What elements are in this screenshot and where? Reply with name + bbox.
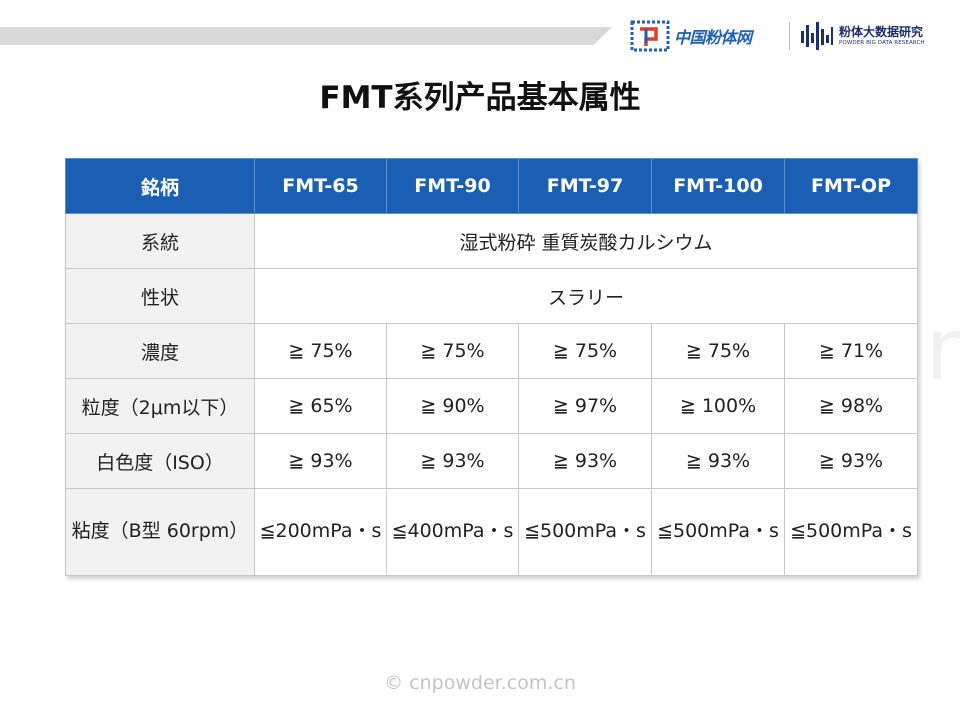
particle-size-cell: ≧ 90% [386,378,519,434]
product-spec-table: 銘柄 FMT-65 FMT-90 FMT-97 FMT-100 FMT-OP 系… [65,158,918,576]
header-cell-fmt-100: FMT-100 [651,158,785,214]
viscosity-cell: ≦500mPa・s [651,488,785,576]
row-label-whiteness: 白色度（ISO） [65,433,255,489]
table-row: 濃度 ≧ 75% ≧ 75% ≧ 75% ≧ 75% ≧ 71% [65,323,918,379]
particle-size-cell: ≧ 97% [518,378,652,434]
viscosity-cell: ≦200mPa・s [254,488,387,576]
powder-big-data-logo: 粉体大数据研究 POWDER BIG DATA RESEARCH [800,17,925,55]
row-label-form: 性状 [65,268,255,324]
row-label-concentration: 濃度 [65,323,255,379]
viscosity-cell: ≦400mPa・s [386,488,519,576]
cnpowder-logo-text: 中国粉体网 [674,28,752,47]
table-row: 性状 スラリー [65,268,918,324]
concentration-cell: ≧ 75% [651,323,785,379]
particle-size-cell: ≧ 100% [651,378,785,434]
cnpowder-logo-icon [630,20,670,52]
table-row: 粒度（2μm以下） ≧ 65% ≧ 90% ≧ 97% ≧ 100% ≧ 98% [65,378,918,434]
concentration-cell: ≧ 75% [386,323,519,379]
cnpowder-logo: 中国粉体网 [630,17,752,55]
form-value: スラリー [254,268,918,324]
particle-size-cell: ≧ 65% [254,378,387,434]
row-label-viscosity: 粘度（B型 60rpm） [65,488,255,576]
header-cell-fmt-90: FMT-90 [386,158,519,214]
concentration-cell: ≧ 75% [254,323,387,379]
row-label-particle-size: 粒度（2μm以下） [65,378,255,434]
viscosity-cell: ≦500mPa・s [518,488,652,576]
whiteness-cell: ≧ 93% [651,433,785,489]
logo-divider [789,22,790,50]
bar-chart-logo-icon [801,22,833,50]
concentration-cell: ≧ 75% [518,323,652,379]
whiteness-cell: ≧ 93% [254,433,387,489]
table-header-row: 銘柄 FMT-65 FMT-90 FMT-97 FMT-100 FMT-OP [65,158,918,214]
table-row: 粘度（B型 60rpm） ≦200mPa・s ≦400mPa・s ≦500mPa… [65,488,918,576]
header-cell-fmt-op: FMT-OP [784,158,918,214]
concentration-cell: ≧ 71% [784,323,918,379]
header-gray-band [0,27,612,45]
header-cell-fmt-97: FMT-97 [518,158,652,214]
table-row: 白色度（ISO） ≧ 93% ≧ 93% ≧ 93% ≧ 93% ≧ 93% [65,433,918,489]
header-cell-fmt-65: FMT-65 [254,158,387,214]
header-cell-brand: 銘柄 [65,158,255,214]
whiteness-cell: ≧ 93% [784,433,918,489]
bottom-watermark: © cnpowder.com.cn [384,672,576,694]
powder-big-data-cn-text: 粉体大数据研究 [839,24,924,39]
row-label-system: 系統 [65,213,255,269]
system-value: 湿式粉砕 重質炭酸カルシウム [254,213,918,269]
particle-size-cell: ≧ 98% [784,378,918,434]
whiteness-cell: ≧ 93% [518,433,652,489]
whiteness-cell: ≧ 93% [386,433,519,489]
page-title: FMT系列产品基本属性 [319,80,641,116]
powder-big-data-en-text: POWDER BIG DATA RESEARCH [839,39,925,46]
viscosity-cell: ≦500mPa・s [784,488,918,576]
table-row: 系統 湿式粉砕 重質炭酸カルシウム [65,213,918,269]
